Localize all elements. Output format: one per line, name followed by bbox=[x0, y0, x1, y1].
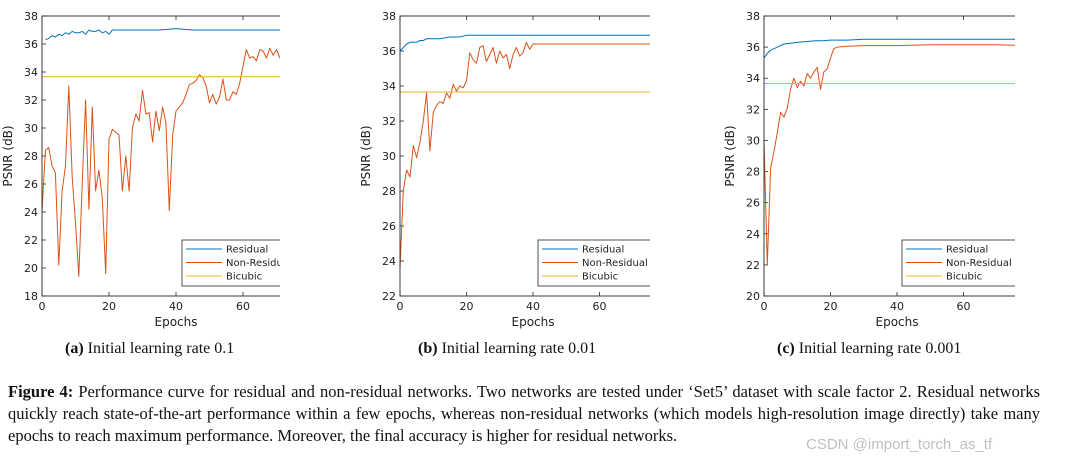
legend-label: Residual bbox=[946, 245, 988, 256]
legend-label: Non-Residual bbox=[946, 258, 1012, 269]
y-tick-label: 22 bbox=[24, 234, 38, 247]
y-tick-label: 24 bbox=[24, 206, 38, 219]
series-line-non-residual bbox=[399, 41, 650, 269]
x-tick-label: 60 bbox=[236, 300, 250, 313]
legend: Residual Non-Residual Bicubic bbox=[181, 239, 280, 287]
y-tick-label: 28 bbox=[746, 166, 760, 179]
legend-label: Non-Residual bbox=[582, 258, 648, 269]
y-tick-label: 22 bbox=[382, 290, 396, 303]
sublabel-a-letter: (a) bbox=[65, 340, 84, 357]
legend-label: Residual bbox=[582, 245, 624, 256]
legend: Residual Non-Residual Bicubic bbox=[901, 239, 1015, 287]
chart-a: 1820222426283032343638020406080EpochsPSN… bbox=[1, 10, 280, 329]
y-tick-label: 30 bbox=[24, 122, 38, 135]
y-tick-label: 38 bbox=[24, 10, 38, 23]
y-tick-label: 38 bbox=[382, 10, 396, 23]
caption-text: Performance curve for residual and non-r… bbox=[8, 382, 1041, 445]
plot-frame bbox=[41, 15, 280, 297]
series-line-residual bbox=[763, 38, 1015, 59]
y-tick-label: 30 bbox=[382, 150, 396, 163]
y-tick-label: 34 bbox=[24, 66, 38, 79]
x-tick-label: 0 bbox=[397, 300, 404, 313]
x-tick-label: 40 bbox=[890, 300, 904, 313]
x-tick-label: 20 bbox=[824, 300, 838, 313]
series-line-residual bbox=[399, 34, 650, 52]
chart-c: 20222426283032343638020406080EpochsPSNR … bbox=[723, 10, 1015, 329]
series-line-non-residual bbox=[41, 47, 280, 277]
y-tick-label: 22 bbox=[746, 259, 760, 272]
sublabel-b: (b) Initial learning rate 0.01 bbox=[418, 340, 596, 358]
y-tick-label: 36 bbox=[382, 45, 396, 58]
x-tick-label: 0 bbox=[39, 300, 46, 313]
y-tick-label: 32 bbox=[24, 94, 38, 107]
sublabel-c-letter: (c) bbox=[777, 340, 795, 357]
x-tick-label: 20 bbox=[102, 300, 116, 313]
legend-label: Bicubic bbox=[946, 272, 982, 283]
y-tick-label: 18 bbox=[24, 290, 38, 303]
sublabel-b-text: Initial learning rate 0.01 bbox=[441, 340, 597, 357]
y-tick-label: 26 bbox=[382, 220, 396, 233]
figure-caption: Figure 4: Performance curve for residual… bbox=[8, 381, 1040, 447]
legend-label: Non-Residual bbox=[226, 258, 280, 269]
sublabel-b-letter: (b) bbox=[418, 340, 438, 357]
sublabel-a: (a) Initial learning rate 0.1 bbox=[65, 340, 234, 358]
legend-label: Residual bbox=[226, 245, 268, 256]
plot-frame bbox=[763, 15, 1015, 297]
x-tick-label: 40 bbox=[526, 300, 540, 313]
y-axis-label: PSNR (dB) bbox=[723, 125, 737, 186]
y-tick-label: 20 bbox=[746, 290, 760, 303]
y-tick-label: 34 bbox=[746, 72, 760, 85]
y-tick-label: 36 bbox=[746, 41, 760, 54]
x-tick-label: 40 bbox=[169, 300, 183, 313]
sublabel-c-text: Initial learning rate 0.001 bbox=[798, 340, 962, 357]
y-tick-label: 20 bbox=[24, 262, 38, 275]
y-tick-label: 26 bbox=[24, 178, 38, 191]
y-tick-label: 28 bbox=[24, 150, 38, 163]
y-tick-label: 28 bbox=[382, 185, 396, 198]
y-axis-label: PSNR (dB) bbox=[359, 125, 373, 186]
x-tick-label: 60 bbox=[593, 300, 607, 313]
y-tick-label: 32 bbox=[382, 115, 396, 128]
x-axis-label: Epochs bbox=[876, 315, 919, 329]
caption-label: Figure 4: bbox=[8, 382, 74, 401]
y-tick-label: 24 bbox=[382, 255, 396, 268]
y-tick-label: 32 bbox=[746, 103, 760, 116]
x-axis-label: Epochs bbox=[155, 315, 198, 329]
y-axis-label: PSNR (dB) bbox=[1, 125, 15, 186]
y-tick-label: 30 bbox=[746, 134, 760, 147]
x-tick-label: 20 bbox=[460, 300, 474, 313]
watermark: CSDN @import_torch_as_tf bbox=[806, 436, 993, 453]
y-tick-label: 38 bbox=[746, 10, 760, 23]
x-axis-label: Epochs bbox=[512, 315, 555, 329]
plot-frame bbox=[399, 15, 650, 297]
x-tick-label: 0 bbox=[761, 300, 768, 313]
legend-label: Bicubic bbox=[582, 272, 618, 283]
y-tick-label: 24 bbox=[746, 228, 760, 241]
y-tick-label: 36 bbox=[24, 38, 38, 51]
chart-b: 222426283032343638020406080EpochsPSNR (d… bbox=[359, 10, 650, 329]
y-tick-label: 34 bbox=[382, 80, 396, 93]
sublabel-a-text: Initial learning rate 0.1 bbox=[87, 340, 235, 357]
series-line-residual bbox=[45, 28, 280, 41]
y-tick-label: 26 bbox=[746, 197, 760, 210]
series-line-non-residual bbox=[763, 44, 1015, 266]
sublabel-c: (c) Initial learning rate 0.001 bbox=[777, 340, 961, 358]
legend-label: Bicubic bbox=[226, 272, 262, 283]
legend: Residual Non-Residual Bicubic bbox=[537, 239, 650, 287]
x-tick-label: 60 bbox=[957, 300, 971, 313]
